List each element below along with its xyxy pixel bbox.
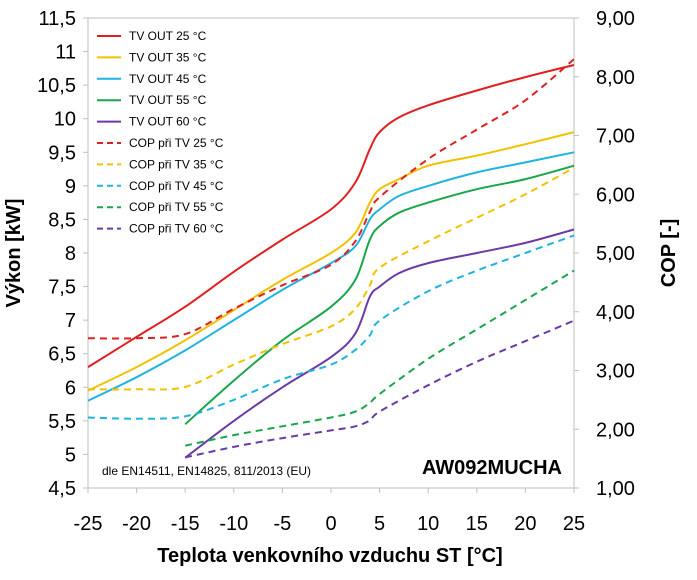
legend: TV OUT 25 °C TV OUT 35 °C TV OUT 45 °C TV O… [97, 29, 224, 236]
y2-tick-label: 4,00 [596, 302, 635, 324]
series-line-5 [184, 228, 575, 459]
x-tick-label: -15 [171, 513, 200, 535]
model-label: AW092MUCHA [422, 457, 562, 479]
series-line-6 [87, 58, 575, 340]
y-tick-label: 7,5 [48, 277, 76, 299]
y-axis-title: Výkon [kW] [3, 199, 25, 308]
x-tick-label: -20 [122, 513, 151, 535]
legend-label: TV OUT 35 °C [129, 50, 207, 64]
y2-tick-label: 5,00 [596, 243, 635, 265]
y-tick-label: 8 [65, 243, 76, 265]
legend-label: TV OUT 45 °C [129, 72, 207, 86]
legend-label: COP při TV 35 °C [129, 157, 224, 171]
y2-tick-label: 8,00 [596, 67, 635, 89]
y2-tick-label: 2,00 [596, 419, 635, 441]
series-line-10 [184, 319, 575, 459]
y-tick-label: 6,5 [48, 344, 76, 366]
y-tick-label: 4,5 [48, 478, 76, 500]
y-tick-label: 9 [65, 176, 76, 198]
y-tick-label: 5 [65, 444, 76, 466]
y2-tick-label: 7,00 [596, 126, 635, 148]
y2-axis-ticks: 1,00 2,00 3,00 4,00 5,00 6,00 7,00 8,00 9,00 [574, 8, 635, 500]
series-line-7 [87, 166, 575, 391]
y2-tick-label: 9,00 [596, 8, 635, 30]
y-tick-label: 9,5 [48, 142, 76, 164]
legend-label: COP při TV 45 °C [129, 179, 224, 193]
y-tick-label: 11 [55, 42, 76, 64]
series-line-1 [87, 64, 575, 368]
series-line-2 [87, 131, 575, 392]
x-tick-label: -10 [219, 513, 248, 535]
x-tick-label: 20 [514, 513, 536, 535]
legend-label: TV OUT 60 °C [129, 115, 207, 129]
y2-axis-title: COP [-] [658, 219, 680, 288]
x-tick-label: 0 [325, 513, 336, 535]
x-tick-label: 10 [417, 513, 439, 535]
legend-label: TV OUT 25 °C [129, 29, 207, 43]
y-tick-label: 10 [54, 109, 76, 131]
x-tick-label: -25 [74, 513, 103, 535]
y2-tick-label: 1,00 [596, 478, 635, 500]
series-line-9 [184, 269, 575, 447]
legend-label: COP při TV 25 °C [129, 136, 224, 150]
y2-tick-label: 3,00 [596, 361, 635, 383]
y-axis-ticks: 4,5 5 5,5 6 6,5 7 7,5 8 8,5 9 9,5 10 10,5 11 11,5 [37, 8, 88, 500]
standards-note: dle EN14511, EN14825, 811/2013 (EU) [102, 464, 311, 478]
x-tick-label: 25 [563, 513, 585, 535]
x-tick-label: 5 [374, 513, 385, 535]
y-tick-label: 5,5 [48, 411, 76, 433]
legend-label: TV OUT 55 °C [129, 93, 207, 107]
y2-tick-label: 6,00 [596, 184, 635, 206]
y-tick-label: 6 [65, 377, 76, 399]
series-layer [87, 58, 575, 459]
y-tick-label: 10,5 [37, 75, 76, 97]
x-axis-ticks: -25 -20 -15 -10 -5 0 5 10 15 20 25 [74, 488, 585, 535]
series-line-3 [87, 151, 575, 402]
y-tick-label: 8,5 [48, 209, 76, 231]
series-line-8 [87, 234, 575, 420]
x-axis-title: Teplota venkovního vzduchu ST [°C] [157, 545, 502, 567]
x-tick-label: 15 [466, 513, 488, 535]
x-tick-label: -5 [274, 513, 292, 535]
legend-label: COP při TV 55 °C [129, 200, 224, 214]
legend-label: COP při TV 60 °C [129, 222, 224, 236]
y-tick-label: 7 [65, 310, 76, 332]
y-tick-label: 11,5 [39, 8, 76, 30]
